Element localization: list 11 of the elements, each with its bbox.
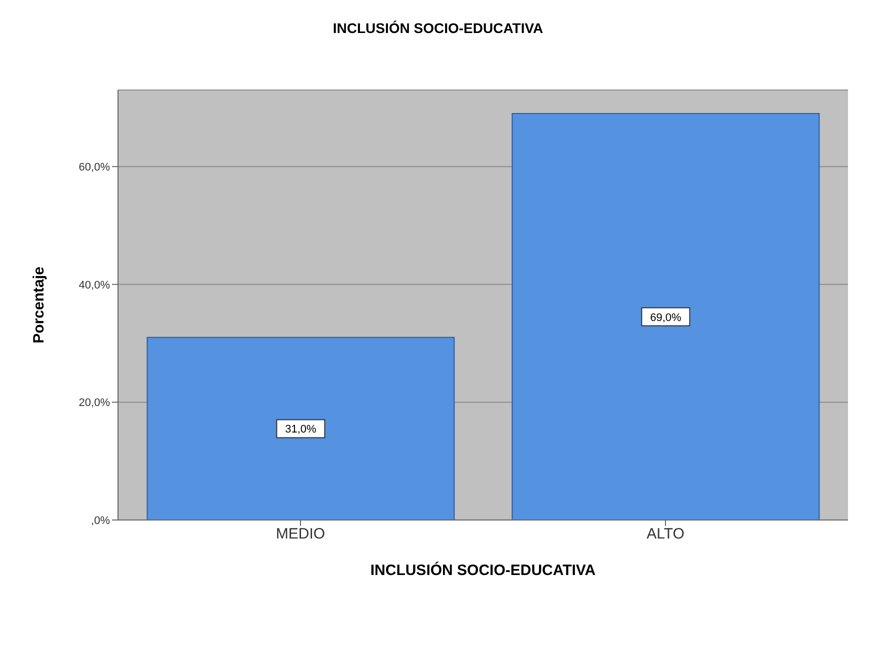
y-tick-label: 60,0% xyxy=(78,161,110,174)
y-tick-label: 20,0% xyxy=(78,397,110,410)
y-tick-label: ,0% xyxy=(91,514,110,527)
x-axis-title: INCLUSIÓN SOCIO-EDUCATIVA xyxy=(370,561,596,579)
y-axis-title: Porcentaje xyxy=(30,266,48,344)
x-tick-label: ALTO xyxy=(646,526,684,543)
x-tick-label: MEDIO xyxy=(276,526,326,543)
data-label: 69,0% xyxy=(650,312,682,324)
data-label: 31,0% xyxy=(285,424,317,436)
y-tick-label: 40,0% xyxy=(78,279,110,292)
chart-title: INCLUSIÓN SOCIO-EDUCATIVA xyxy=(332,20,544,38)
